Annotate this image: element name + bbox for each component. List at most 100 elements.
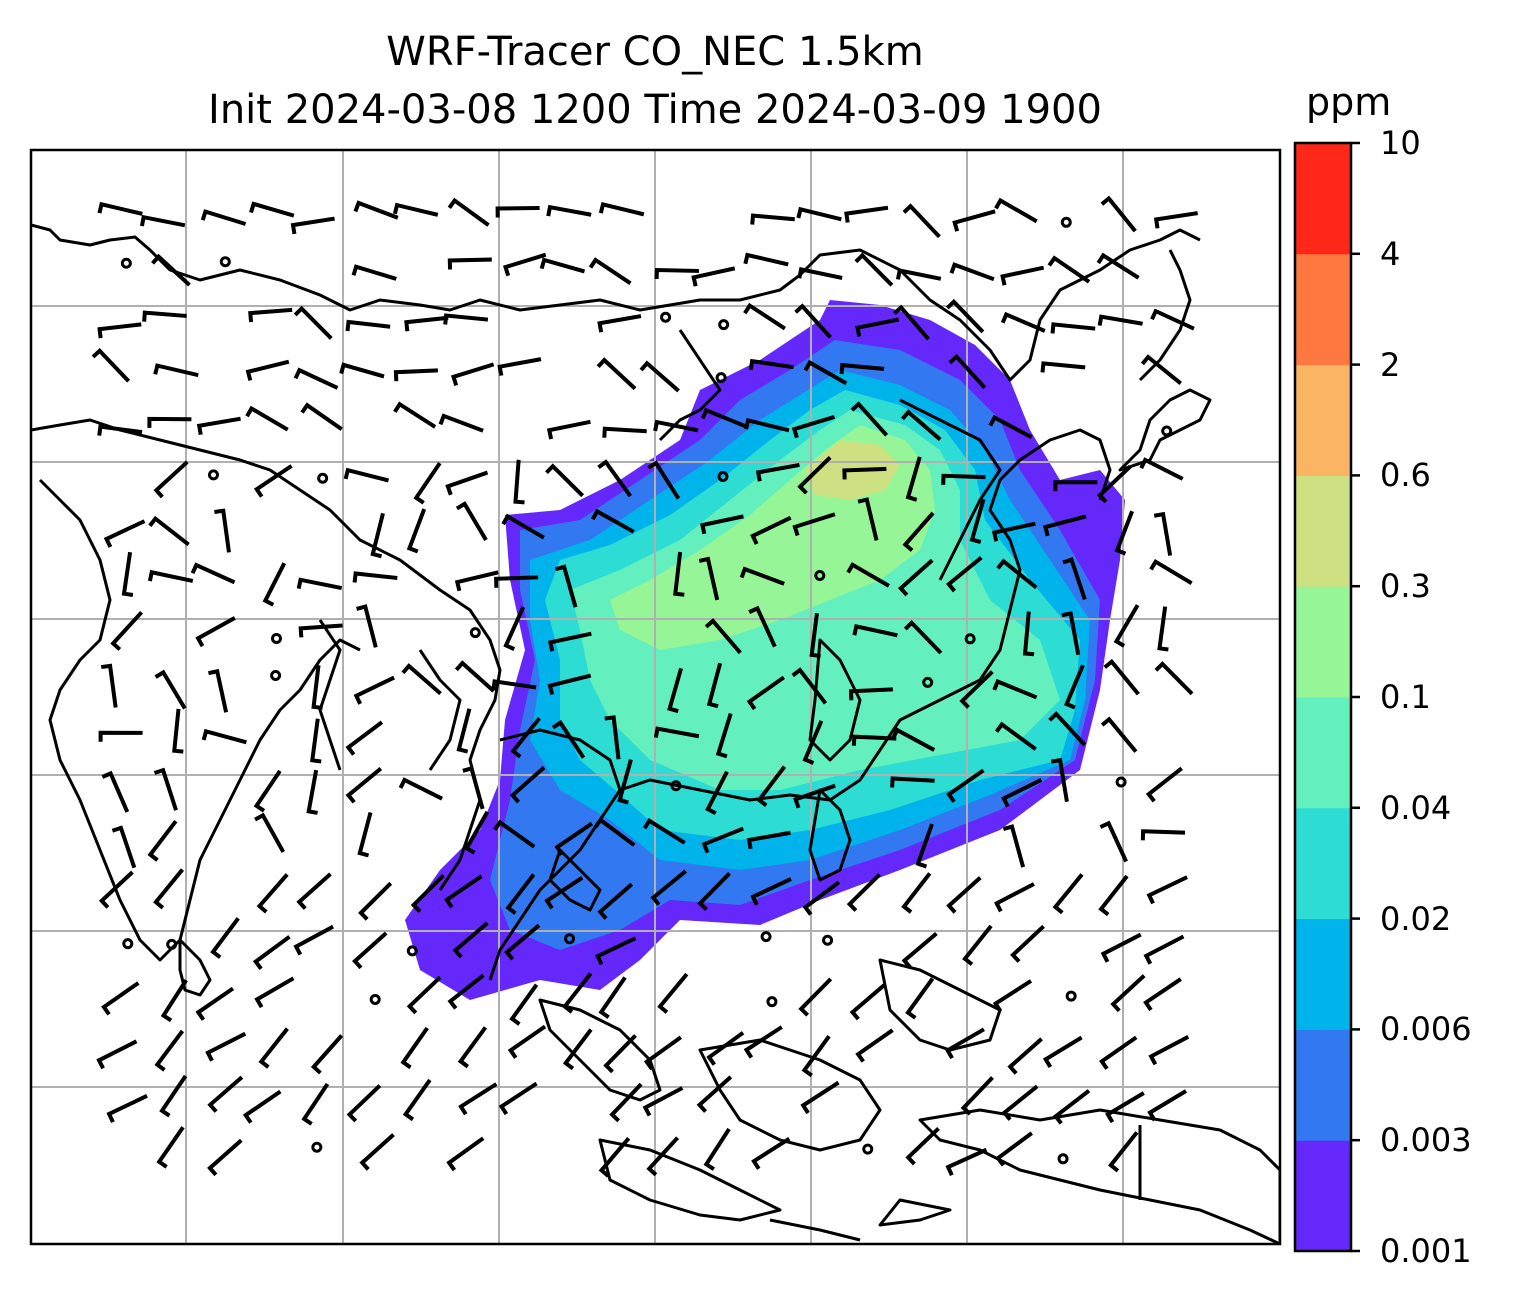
wind-barb bbox=[1001, 778, 1043, 808]
wind-barb bbox=[1096, 252, 1140, 280]
wind-barb bbox=[949, 262, 995, 282]
wind-barb bbox=[700, 514, 744, 535]
calm-marker bbox=[207, 469, 219, 481]
wind-barb bbox=[147, 569, 194, 583]
colorbar-tick-label: 0.1 bbox=[1380, 678, 1431, 716]
wind-barb bbox=[944, 1027, 985, 1060]
wind-barb bbox=[201, 728, 247, 745]
wind-barb bbox=[554, 564, 578, 608]
wind-barb bbox=[1098, 874, 1129, 917]
wind-barb bbox=[101, 981, 140, 1016]
wind-barb bbox=[253, 769, 282, 813]
colorbar-tick-label: 2 bbox=[1380, 345, 1401, 384]
wind-barb bbox=[1022, 611, 1035, 657]
wind-barb bbox=[992, 678, 1038, 700]
wind-barb bbox=[803, 359, 848, 386]
wind-barb bbox=[1140, 829, 1186, 841]
wind-barb bbox=[504, 923, 541, 961]
wind-barb bbox=[153, 460, 189, 499]
wind-barb bbox=[103, 519, 146, 548]
wind-barb bbox=[346, 1084, 382, 1123]
wind-barb bbox=[401, 663, 442, 696]
colorbar-tick-label: 0.006 bbox=[1380, 1010, 1472, 1049]
concentration-field bbox=[405, 300, 1125, 1000]
wind-barb bbox=[797, 267, 843, 280]
wind-barb bbox=[746, 830, 791, 850]
wind-barb bbox=[121, 551, 134, 597]
wind-barb bbox=[561, 972, 593, 1014]
wind-barb bbox=[855, 317, 900, 337]
wind-barb bbox=[700, 407, 746, 428]
wind-barb bbox=[1099, 820, 1128, 863]
wind-barb bbox=[258, 1027, 289, 1069]
calm-marker bbox=[311, 1141, 323, 1153]
colorbar-tick-label: 10 bbox=[1380, 124, 1421, 162]
wind-barb bbox=[110, 610, 144, 651]
wind-barb bbox=[691, 266, 736, 287]
wind-barbs bbox=[91, 195, 1198, 1178]
wind-barb bbox=[1149, 558, 1193, 585]
wind-barb bbox=[1147, 1089, 1188, 1122]
wind-barb bbox=[455, 501, 488, 542]
wind-barb bbox=[293, 367, 339, 390]
wind-barb bbox=[406, 975, 442, 1015]
calm-marker bbox=[862, 1143, 874, 1155]
wind-barb bbox=[498, 1081, 538, 1116]
wind-barb bbox=[100, 663, 118, 708]
wind-barb bbox=[642, 1086, 684, 1117]
wind-barb bbox=[293, 305, 333, 340]
colorbar-tick-label: 0.6 bbox=[1380, 456, 1431, 495]
calm-marker bbox=[1060, 216, 1072, 228]
wind-barb bbox=[750, 213, 795, 225]
wind-barb bbox=[101, 770, 130, 813]
wind-barb bbox=[900, 409, 942, 442]
wind-barb bbox=[248, 307, 293, 323]
calm-marker bbox=[822, 934, 834, 946]
calm-marker bbox=[814, 569, 826, 581]
wind-barb bbox=[249, 201, 295, 218]
wind-barb bbox=[91, 347, 131, 383]
calm-marker bbox=[270, 632, 282, 644]
wind-barb bbox=[509, 983, 539, 1026]
wind-barb bbox=[1100, 932, 1142, 963]
wind-barb bbox=[1140, 354, 1183, 386]
wind-barb bbox=[562, 1028, 593, 1071]
wind-barb bbox=[444, 874, 483, 909]
calm-marker bbox=[166, 938, 178, 950]
colorbar-tick-label: 0.04 bbox=[1380, 788, 1452, 827]
wind-barb bbox=[603, 1034, 637, 1074]
wind-barb bbox=[1139, 457, 1184, 481]
wind-barb bbox=[252, 935, 291, 971]
wind-barb bbox=[196, 416, 241, 436]
wind-barb bbox=[296, 872, 332, 910]
wind-barb bbox=[359, 1133, 395, 1171]
wind-barb bbox=[604, 715, 621, 760]
wind-barb bbox=[98, 730, 143, 742]
wind-barb bbox=[892, 304, 931, 341]
wind-barb bbox=[653, 419, 699, 433]
wind-barb bbox=[245, 359, 290, 381]
wind-barb bbox=[642, 817, 686, 845]
wind-barb bbox=[1001, 1084, 1039, 1121]
wind-barb bbox=[609, 1082, 643, 1123]
wind-barb bbox=[210, 917, 240, 959]
calm-marker bbox=[766, 996, 778, 1008]
wind-barb bbox=[1052, 1089, 1091, 1125]
wind-barb bbox=[339, 362, 385, 379]
wind-barb bbox=[398, 777, 443, 801]
colorbar-band bbox=[1295, 475, 1351, 587]
wind-barb bbox=[1040, 361, 1086, 373]
wind-barb bbox=[854, 252, 894, 287]
calm-marker bbox=[922, 676, 934, 688]
wind-barb bbox=[153, 868, 185, 910]
wind-barb bbox=[988, 414, 1033, 440]
wind-barb bbox=[446, 1136, 485, 1172]
wind-barb bbox=[493, 819, 536, 849]
wind-barb bbox=[438, 413, 484, 433]
wind-barb bbox=[554, 821, 593, 856]
wind-barb bbox=[756, 765, 787, 808]
wind-barb bbox=[547, 631, 592, 652]
calm-marker bbox=[317, 472, 329, 484]
wind-barb bbox=[1048, 711, 1087, 747]
colorbar-tick-label: 0.001 bbox=[1380, 1232, 1472, 1270]
